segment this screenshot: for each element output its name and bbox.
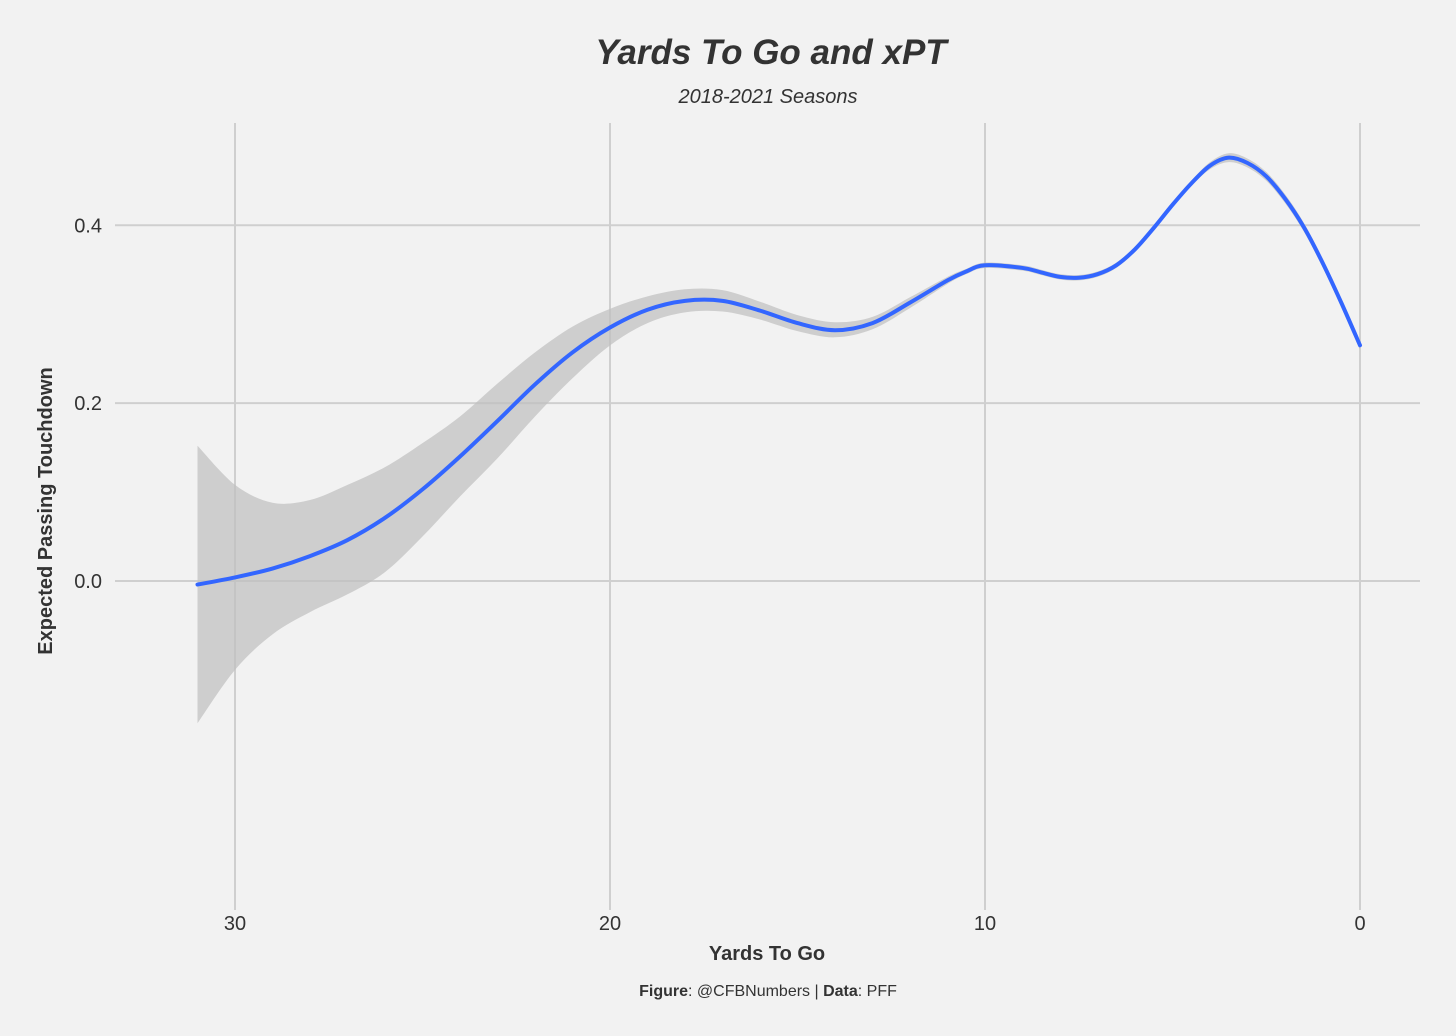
x-tick-label: 10 <box>974 913 996 935</box>
caption-data-label: Data <box>823 983 858 1000</box>
y-tick-label: 0.4 <box>74 215 102 237</box>
chart-subtitle: 2018-2021 Seasons <box>677 86 857 108</box>
caption-figure-text: : @CFBNumbers | <box>688 983 823 1000</box>
caption: Figure: @CFBNumbers | Data: PFF <box>639 983 897 1000</box>
caption-figure-label: Figure <box>639 983 688 1000</box>
x-tick-label: 30 <box>224 913 246 935</box>
x-tick-label: 0 <box>1354 913 1365 935</box>
y-axis-title: Expected Passing Touchdown <box>35 367 57 654</box>
caption-data-text: : PFF <box>858 983 897 1000</box>
x-axis-title: Yards To Go <box>709 943 825 965</box>
confidence-ribbon <box>197 153 1360 724</box>
y-tick-label: 0.0 <box>74 571 102 593</box>
y-tick-labels: 0.0 0.2 0.4 <box>74 215 102 593</box>
smooth-line <box>195 155 1362 587</box>
x-tick-labels: 30 20 10 0 <box>224 913 1366 935</box>
chart-title: Yards To Go and xPT <box>595 33 949 72</box>
y-tick-label: 0.2 <box>74 393 102 415</box>
x-tick-label: 20 <box>599 913 621 935</box>
